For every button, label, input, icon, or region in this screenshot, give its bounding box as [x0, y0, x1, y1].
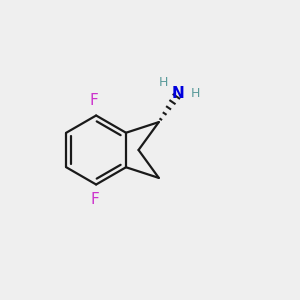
- Text: N: N: [172, 86, 185, 101]
- Text: H: H: [159, 76, 169, 89]
- Text: H: H: [191, 87, 200, 100]
- Text: F: F: [90, 192, 99, 207]
- Text: F: F: [89, 93, 98, 108]
